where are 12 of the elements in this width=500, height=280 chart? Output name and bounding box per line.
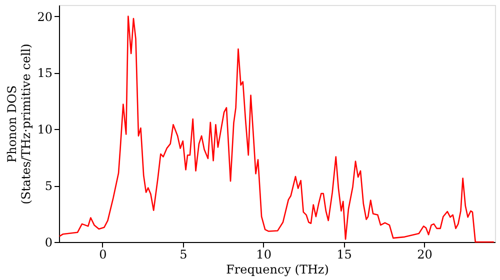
y-tick-label: 0 — [44, 236, 52, 250]
y-axis-title: Phonon DOS (States/THz·primitive cell) — [5, 44, 34, 204]
x-tick-label: 10 — [256, 248, 272, 262]
y-tick-label: 15 — [37, 66, 52, 80]
y-tick-label: 10 — [37, 122, 52, 137]
y-tick-label: 20 — [37, 10, 52, 24]
x-tick-label: 5 — [180, 248, 188, 262]
y-tick-label: 5 — [44, 179, 52, 194]
x-axis-title: Frequency (THz) — [226, 262, 329, 276]
x-tick-label: 0 — [99, 248, 107, 262]
x-tick-label: 20 — [417, 248, 432, 262]
x-tick-label: 15 — [336, 248, 352, 262]
